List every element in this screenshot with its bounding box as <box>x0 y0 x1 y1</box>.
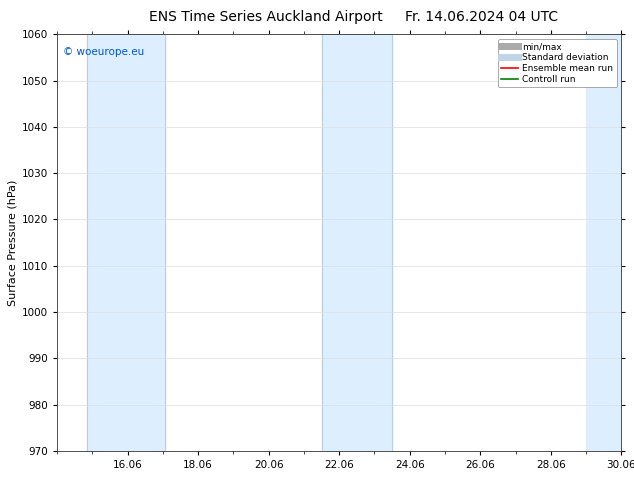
Bar <box>87 34 165 451</box>
Text: ENS Time Series Auckland Airport: ENS Time Series Auckland Airport <box>150 10 383 24</box>
Bar <box>586 34 625 451</box>
Legend: min/max, Standard deviation, Ensemble mean run, Controll run: min/max, Standard deviation, Ensemble me… <box>498 39 617 87</box>
Bar <box>321 34 392 451</box>
Y-axis label: Surface Pressure (hPa): Surface Pressure (hPa) <box>8 179 18 306</box>
Text: Fr. 14.06.2024 04 UTC: Fr. 14.06.2024 04 UTC <box>405 10 559 24</box>
Text: © woeurope.eu: © woeurope.eu <box>63 47 144 57</box>
